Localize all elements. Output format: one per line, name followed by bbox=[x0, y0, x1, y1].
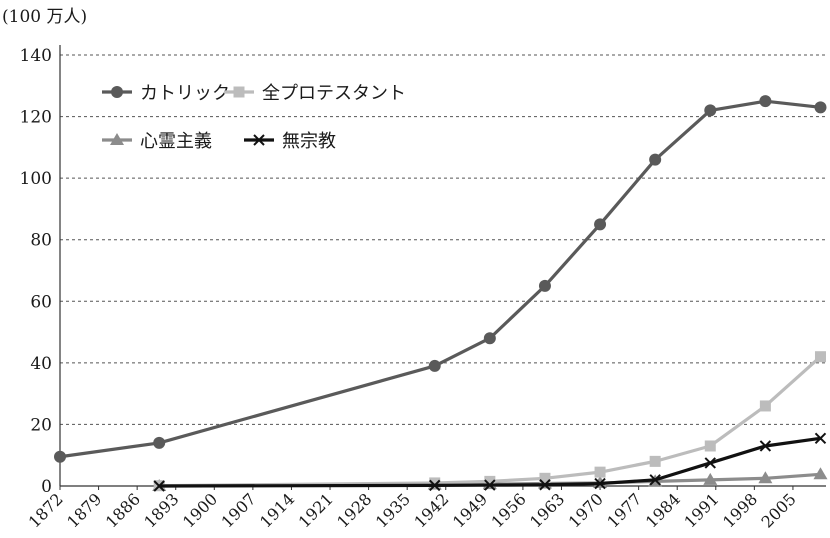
data-point bbox=[759, 95, 772, 108]
legend-item: 全プロテスタント bbox=[224, 83, 406, 104]
data-point bbox=[153, 480, 165, 492]
x-tick-label: 1893 bbox=[140, 489, 182, 531]
data-point bbox=[814, 351, 826, 363]
y-tick-label: 0 bbox=[41, 477, 52, 497]
x-tick-label: 1907 bbox=[217, 489, 259, 531]
y-tick-label: 100 bbox=[20, 169, 52, 189]
data-point bbox=[429, 477, 441, 489]
data-point bbox=[538, 279, 551, 292]
x-tick-label: 1970 bbox=[565, 489, 607, 531]
x-tick-label: 1928 bbox=[333, 489, 375, 531]
legend-item: カトリック bbox=[102, 83, 230, 104]
data-point bbox=[484, 475, 496, 487]
series-3 bbox=[153, 432, 827, 492]
data-point bbox=[539, 479, 551, 491]
y-tick-label: 140 bbox=[20, 46, 52, 66]
legend-swatch-marker bbox=[110, 133, 124, 145]
series-lines bbox=[54, 95, 828, 492]
legend-swatch-marker bbox=[253, 134, 265, 146]
x-tick-label: 1921 bbox=[295, 489, 337, 531]
y-axis-unit-label: (100 万人) bbox=[2, 7, 87, 27]
x-tick-label: 1963 bbox=[526, 489, 568, 531]
data-point bbox=[704, 440, 716, 452]
x-tick-label: 1879 bbox=[63, 489, 105, 531]
x-tick-label: 1872 bbox=[25, 489, 67, 531]
y-tick-label: 40 bbox=[30, 354, 52, 374]
data-point bbox=[814, 101, 827, 114]
data-point bbox=[428, 359, 441, 372]
y-tick-label: 60 bbox=[30, 292, 52, 312]
data-point bbox=[153, 436, 166, 449]
x-tick-label: 2005 bbox=[758, 489, 800, 531]
x-tick-label: 1977 bbox=[603, 489, 645, 531]
data-point bbox=[704, 104, 717, 117]
x-tick-label: 1886 bbox=[102, 489, 144, 531]
y-tick-label: 120 bbox=[20, 108, 52, 128]
legend-label: カトリック bbox=[140, 83, 230, 104]
data-point bbox=[759, 400, 771, 412]
legend-label: 全プロテスタント bbox=[262, 83, 406, 104]
data-point bbox=[594, 218, 607, 231]
data-point bbox=[759, 440, 772, 452]
data-point bbox=[649, 474, 661, 486]
x-tick-label: 1935 bbox=[372, 489, 414, 531]
data-point bbox=[429, 479, 441, 492]
x-tick-label: 1956 bbox=[488, 489, 530, 531]
legend-item: 無宗教 bbox=[244, 131, 336, 152]
series-0 bbox=[54, 95, 827, 463]
legend-label: 無宗教 bbox=[282, 131, 336, 152]
series-line bbox=[159, 355, 822, 488]
legend-swatch-marker bbox=[233, 86, 245, 98]
data-point bbox=[814, 432, 827, 444]
y-tick-label: 20 bbox=[30, 415, 52, 435]
data-point bbox=[704, 457, 716, 469]
data-point bbox=[594, 466, 606, 478]
series-line bbox=[59, 99, 821, 459]
data-point bbox=[649, 153, 662, 166]
x-tick-label: 1984 bbox=[642, 489, 684, 531]
x-tick-label: 1900 bbox=[179, 489, 221, 531]
gridlines bbox=[60, 54, 826, 425]
data-point bbox=[539, 472, 551, 484]
data-point bbox=[813, 467, 828, 480]
data-point bbox=[484, 479, 496, 491]
data-point bbox=[594, 477, 606, 490]
x-tick-label: 1998 bbox=[719, 489, 761, 531]
x-tick-label: 1914 bbox=[256, 489, 298, 531]
data-point bbox=[649, 455, 661, 467]
data-point bbox=[758, 471, 773, 484]
x-tick-label: 1991 bbox=[680, 489, 722, 531]
series-1 bbox=[153, 351, 826, 492]
y-tick-label: 80 bbox=[30, 231, 52, 251]
legend-swatch-marker bbox=[111, 86, 123, 98]
legend-label: 心霊主義 bbox=[140, 131, 212, 152]
data-point bbox=[54, 450, 66, 463]
data-point bbox=[703, 472, 718, 485]
x-tick-label: 1942 bbox=[410, 489, 452, 531]
legend-item: 心霊主義 bbox=[102, 131, 212, 152]
x-tick-label: 1949 bbox=[449, 489, 491, 531]
data-point bbox=[483, 332, 496, 345]
